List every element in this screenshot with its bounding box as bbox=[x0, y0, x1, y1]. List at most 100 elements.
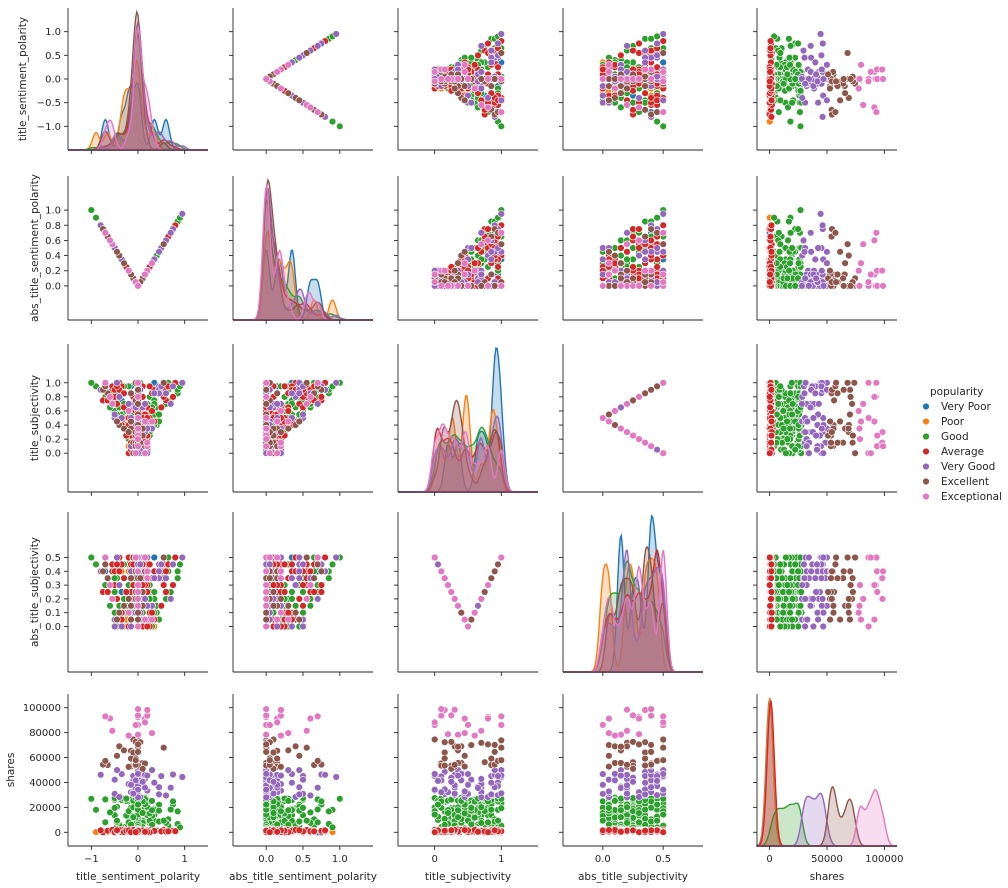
point-exceptional bbox=[441, 65, 449, 74]
kde-exceptional bbox=[68, 26, 208, 151]
point-exceptional bbox=[497, 282, 505, 290]
point-exceptional bbox=[101, 379, 110, 387]
point-good bbox=[87, 206, 96, 214]
point-average bbox=[635, 225, 643, 233]
point-exceptional bbox=[659, 270, 667, 279]
point-excellent bbox=[841, 89, 849, 97]
point-good bbox=[796, 87, 805, 95]
point-excellent bbox=[134, 400, 142, 408]
point-excellent bbox=[653, 229, 661, 237]
point-very-good bbox=[332, 30, 340, 38]
point-good bbox=[776, 240, 784, 248]
point-exceptional bbox=[134, 379, 142, 387]
point-good bbox=[653, 32, 661, 41]
point-very-good bbox=[799, 46, 808, 55]
point-exceptional bbox=[477, 101, 485, 109]
point-very-good bbox=[477, 68, 485, 76]
point-good bbox=[783, 274, 792, 282]
point-very-good bbox=[497, 30, 505, 38]
point-exceptional bbox=[497, 75, 505, 83]
point-very-good bbox=[295, 53, 303, 62]
point-average bbox=[317, 393, 326, 401]
point-exceptional bbox=[872, 229, 881, 237]
point-very-good bbox=[807, 248, 815, 256]
point-very-good bbox=[599, 82, 607, 90]
point-very-good bbox=[798, 94, 806, 102]
point-average bbox=[653, 96, 661, 105]
point-average bbox=[146, 382, 154, 390]
point-exceptional bbox=[464, 282, 472, 290]
point-excellent bbox=[605, 96, 613, 105]
point-exceptional bbox=[262, 442, 270, 450]
point-excellent bbox=[451, 267, 459, 275]
point-very-good bbox=[113, 379, 121, 387]
point-very-good bbox=[818, 65, 826, 74]
point-excellent bbox=[491, 75, 499, 83]
point-very-good bbox=[314, 400, 322, 408]
point-excellent bbox=[497, 49, 505, 57]
point-average bbox=[474, 51, 482, 59]
point-excellent bbox=[295, 96, 303, 105]
point-exceptional bbox=[266, 449, 274, 457]
point-average bbox=[157, 403, 166, 412]
point-excellent bbox=[641, 232, 649, 241]
point-exceptional bbox=[599, 75, 607, 83]
point-exceptional bbox=[431, 77, 439, 86]
point-exceptional bbox=[611, 84, 619, 93]
point-very-good bbox=[635, 94, 643, 102]
point-exceptional bbox=[854, 84, 863, 93]
point-very-good bbox=[477, 229, 485, 237]
point-exceptional bbox=[464, 75, 472, 83]
point-very-good bbox=[477, 270, 485, 279]
point-good bbox=[775, 248, 784, 256]
point-good bbox=[796, 122, 805, 131]
point-good bbox=[776, 96, 784, 105]
point-good bbox=[786, 42, 795, 50]
point-excellent bbox=[659, 49, 667, 57]
point-good bbox=[786, 61, 794, 69]
point-very-good bbox=[814, 244, 822, 252]
point-excellent bbox=[846, 282, 855, 290]
point-very-good bbox=[124, 400, 133, 408]
point-exceptional bbox=[444, 75, 452, 83]
point-good bbox=[788, 244, 796, 252]
point-excellent bbox=[846, 75, 855, 83]
point-excellent bbox=[454, 259, 462, 267]
point-exceptional bbox=[106, 236, 114, 245]
point-good bbox=[775, 229, 783, 237]
point-excellent bbox=[641, 82, 649, 90]
point-very-good bbox=[818, 267, 826, 275]
point-exceptional bbox=[878, 267, 886, 275]
point-very-good bbox=[599, 244, 607, 252]
point-exceptional bbox=[641, 65, 649, 74]
point-very-good bbox=[167, 400, 175, 408]
point-very-good bbox=[599, 91, 607, 100]
point-average bbox=[148, 407, 156, 415]
point-very-good bbox=[819, 282, 828, 290]
point-very-good bbox=[635, 251, 643, 260]
point-excellent bbox=[826, 84, 834, 93]
point-exceptional bbox=[454, 282, 462, 290]
point-very-good bbox=[812, 70, 820, 79]
point-exceptional bbox=[101, 229, 110, 237]
point-very-good bbox=[497, 210, 505, 218]
point-very-good bbox=[487, 58, 495, 67]
y-tick-label: 0.8 bbox=[45, 221, 61, 232]
point-exceptional bbox=[141, 417, 149, 426]
point-exceptional bbox=[599, 282, 607, 290]
point-average bbox=[766, 37, 775, 45]
point-very-good bbox=[816, 30, 825, 38]
point-very-good bbox=[494, 39, 502, 48]
point-average bbox=[659, 221, 667, 230]
y-tick-label: 1.0 bbox=[45, 206, 61, 217]
point-very-good bbox=[467, 98, 475, 107]
point-average bbox=[629, 232, 637, 241]
point-exceptional bbox=[108, 400, 117, 408]
point-exceptional bbox=[284, 61, 292, 69]
point-excellent bbox=[831, 229, 840, 237]
point-excellent bbox=[262, 386, 270, 394]
point-exceptional bbox=[437, 282, 445, 290]
point-good bbox=[617, 103, 625, 112]
point-exceptional bbox=[273, 417, 281, 426]
point-exceptional bbox=[262, 75, 270, 83]
